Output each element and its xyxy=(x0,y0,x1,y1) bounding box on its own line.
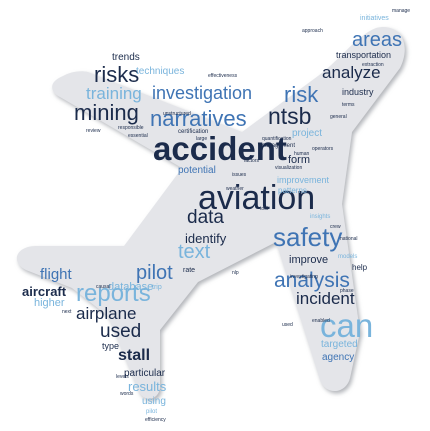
word: data xyxy=(187,207,224,228)
word: agency xyxy=(322,352,354,363)
word: areas xyxy=(352,29,402,51)
word: using xyxy=(142,396,166,407)
word: efficiency xyxy=(145,417,166,423)
word: large xyxy=(196,136,207,142)
word: ntsb xyxy=(268,103,311,129)
word: nlp xyxy=(232,270,239,276)
word: weather xyxy=(226,186,244,192)
word: analysis xyxy=(274,269,350,292)
word: risk xyxy=(284,82,319,107)
word: used xyxy=(100,321,141,342)
word: results xyxy=(128,379,167,394)
word: phase xyxy=(340,288,354,294)
word: visualization xyxy=(275,165,302,171)
word: investigating xyxy=(290,274,318,280)
word: responsible xyxy=(118,125,144,131)
word: effectiveness xyxy=(208,73,238,79)
word: mining xyxy=(74,100,139,125)
word: form xyxy=(288,154,310,166)
word: risks xyxy=(94,62,139,87)
word: particular xyxy=(124,368,166,379)
word: operators xyxy=(312,146,334,152)
word: can xyxy=(320,307,373,344)
word: industry xyxy=(342,87,374,97)
word: airplane xyxy=(76,304,137,323)
word: general xyxy=(330,114,347,120)
word: pilot xyxy=(136,262,173,284)
word: essential xyxy=(128,133,148,139)
word: help xyxy=(352,263,368,272)
word: targeted xyxy=(321,339,358,350)
word: flight xyxy=(40,266,73,283)
word: improvement xyxy=(277,175,330,185)
word: management xyxy=(260,143,295,149)
word: quantification xyxy=(262,136,292,142)
word: rate xyxy=(183,267,195,274)
word: words xyxy=(120,391,134,397)
word: identify xyxy=(185,231,227,246)
word: used xyxy=(282,322,293,328)
word: improve xyxy=(289,254,328,266)
word: national xyxy=(340,236,358,242)
word: transportation xyxy=(336,50,391,60)
word: approach xyxy=(302,28,323,34)
airplane-shape xyxy=(16,27,405,399)
word: manage xyxy=(392,8,410,14)
word: investigation xyxy=(152,83,252,103)
word: narratives xyxy=(150,106,247,131)
word: accident xyxy=(153,130,287,167)
word: trends xyxy=(112,52,140,63)
word: extraction xyxy=(362,62,384,68)
word: issues xyxy=(232,172,247,178)
word: tool xyxy=(260,206,268,212)
word: database xyxy=(108,281,153,293)
word: human xyxy=(294,151,310,157)
word: initiatives xyxy=(360,15,389,22)
word: causal xyxy=(96,284,110,290)
word: training xyxy=(86,84,142,103)
word: aviation xyxy=(198,179,315,217)
word: type xyxy=(102,341,119,351)
word: project xyxy=(292,128,322,139)
word: pilot xyxy=(146,409,157,415)
word: terms xyxy=(342,102,355,108)
word: insights xyxy=(310,214,330,220)
word: review xyxy=(86,128,101,134)
word: aircraft xyxy=(22,284,67,299)
word: safety xyxy=(273,222,342,252)
word: trip xyxy=(152,284,162,291)
word: certification xyxy=(178,129,208,135)
word: stall xyxy=(118,347,150,364)
word: enabled xyxy=(312,318,330,324)
word: text xyxy=(178,241,211,263)
word: patterns xyxy=(278,186,307,195)
word: crew xyxy=(330,224,341,230)
word: models xyxy=(338,254,357,260)
airplane-silhouette xyxy=(16,27,405,399)
word: analyze xyxy=(322,63,381,82)
word: next xyxy=(62,309,72,315)
word: levels xyxy=(116,374,129,380)
word: incident xyxy=(296,289,355,308)
word: higher xyxy=(34,297,65,309)
word: techniques xyxy=(136,66,184,77)
word: factors xyxy=(244,158,260,164)
word: unstructured xyxy=(163,111,191,117)
word: reports xyxy=(76,280,151,307)
word: potential xyxy=(178,165,216,176)
